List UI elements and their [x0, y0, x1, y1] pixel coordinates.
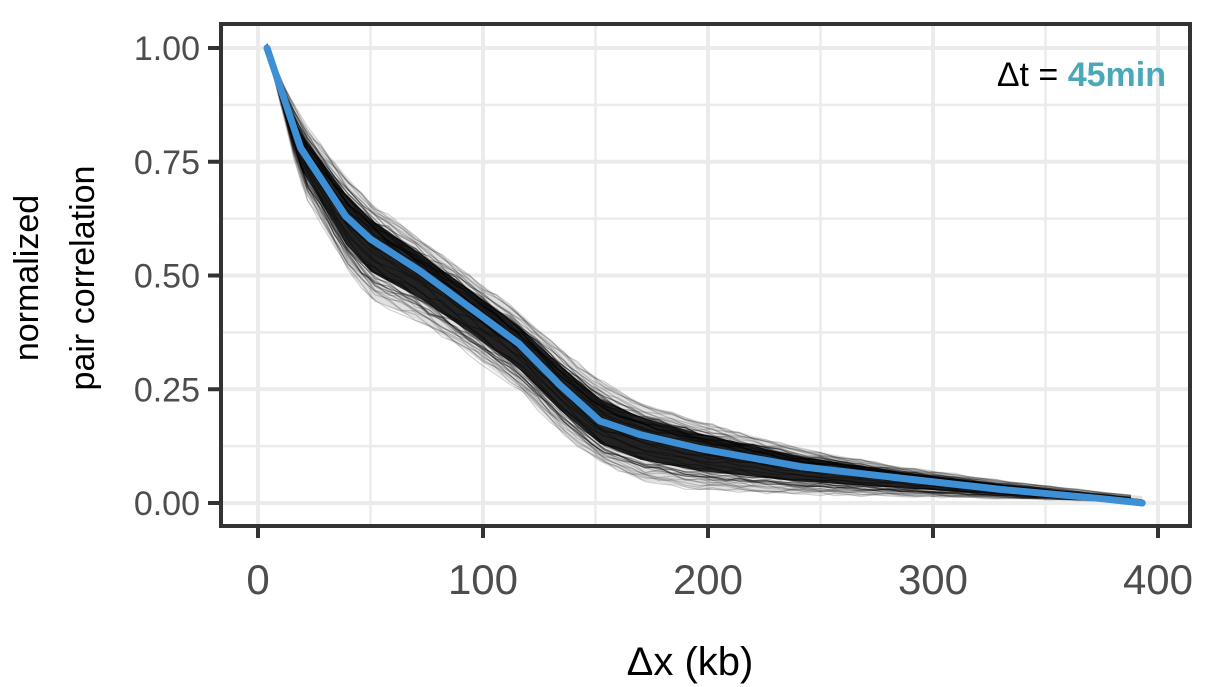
trace-band [267, 48, 1143, 503]
annotation-prefix: Δt = [997, 56, 1068, 94]
y-axis-ticks: 0.00 0.25 0.50 0.75 1.00 [134, 30, 221, 523]
y-tick-label: 1.00 [134, 30, 200, 68]
y-tick-label: 0.25 [134, 371, 200, 409]
x-tick-label: 100 [448, 556, 518, 603]
grid-lines [223, 26, 1188, 524]
x-axis-ticks: 0 100 200 300 400 [246, 526, 1193, 603]
delta-t-annotation: Δt = 45min [997, 56, 1166, 94]
annotation-value: 45min [1068, 56, 1166, 94]
x-tick-label: 200 [673, 556, 743, 603]
x-tick-label: 0 [246, 556, 269, 603]
y-tick-label: 0.00 [134, 485, 200, 523]
x-tick-label: 300 [898, 556, 968, 603]
y-axis-title-line1: normalized [8, 195, 46, 361]
mean-curve [263, 44, 1146, 507]
y-tick-label: 0.50 [134, 258, 200, 296]
y-tick-label: 0.75 [134, 144, 200, 182]
x-axis-title: Δx (kb) [627, 640, 754, 684]
x-tick-label: 400 [1123, 556, 1193, 603]
y-axis-title: normalized pair correlation [8, 166, 102, 391]
y-axis-title-line2: pair correlation [64, 166, 102, 391]
